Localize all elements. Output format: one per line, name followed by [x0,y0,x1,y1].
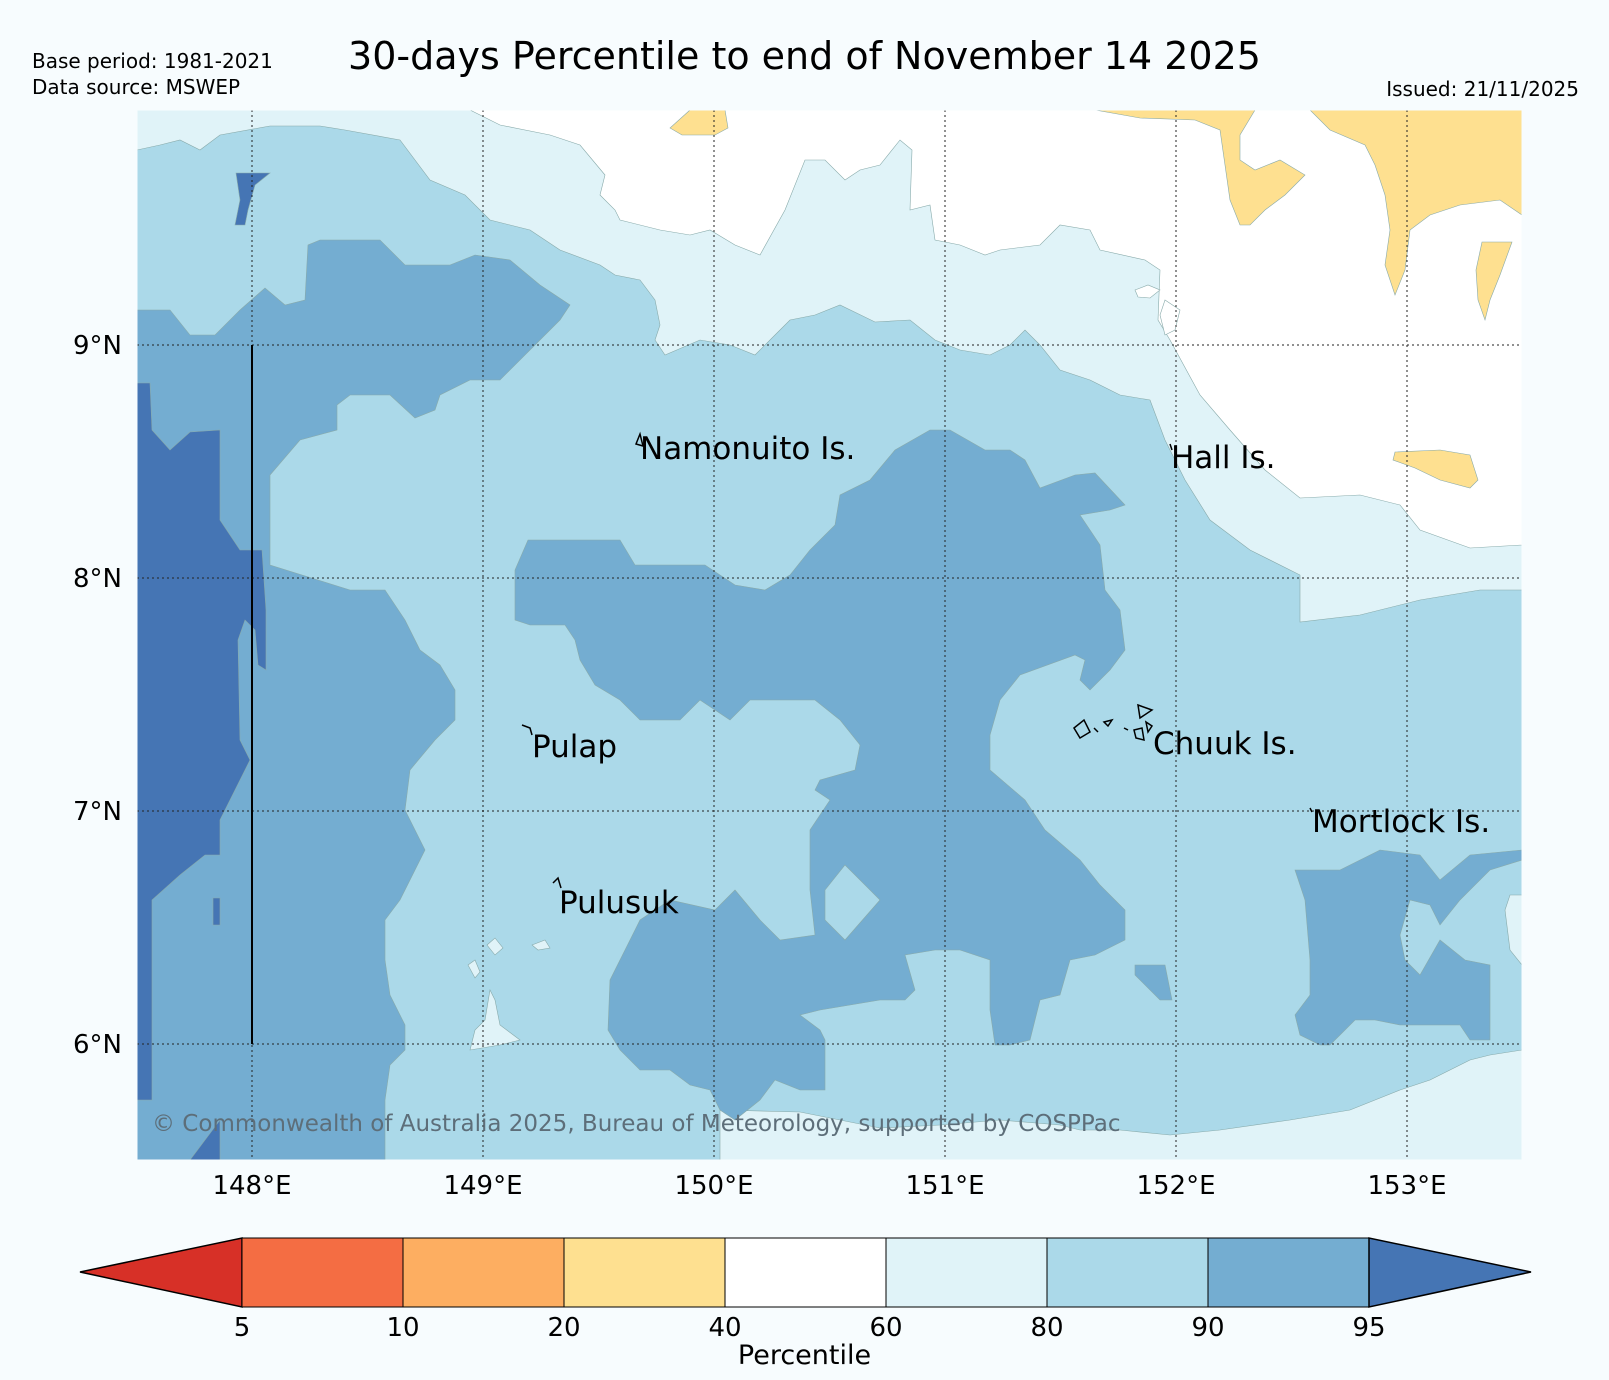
colorbar-segment-40-60 [724,1237,887,1308]
region-above-95 [234,172,271,226]
colorbar-tick: 80 [1030,1313,1063,1343]
label-pulusuk: Pulusuk [559,885,679,921]
colorbar-segment-20-40 [563,1237,726,1308]
colorbar-tick: 60 [869,1313,902,1343]
label-hall: Hall Is. [1171,440,1276,476]
region-40-60-small [1134,284,1161,299]
island-mortlock [1309,807,1313,813]
lon-label: 151°E [905,1171,984,1201]
map-frame [136,109,1523,1161]
region-90-95 [1134,964,1173,1001]
island-pulusuk [552,876,562,889]
region-90-95 [1294,849,1522,1046]
lon-label: 153°E [1367,1171,1446,1201]
region-60-80 [1504,894,1522,966]
colorbar: 5 10 20 40 60 80 90 95 [79,1237,1532,1343]
lon-label: 150°E [674,1171,753,1201]
colorbar-tick: 90 [1191,1313,1224,1343]
region-60-80 [719,1049,1522,1160]
lon-label: 152°E [1136,1171,1215,1201]
label-namonuito: Namonuito Is. [640,431,855,467]
region-20-40 [1094,110,1306,226]
region-above-95 [212,897,221,926]
island-namonuito [634,431,645,448]
copyright-notice: © Commonwealth of Australia 2025, Bureau… [152,1111,1121,1137]
colorbar-tick: 95 [1352,1313,1385,1343]
colorbar-tick: 40 [708,1313,741,1343]
island-chuuk-3 [1137,703,1154,720]
region-90-95 [137,239,571,1160]
island-hall [1169,443,1173,451]
region-80-90-inner [824,864,881,941]
lat-label: 8°N [73,564,122,594]
base-period-text: Base period: 1981-2021 [32,49,273,73]
island-chuuk-4 [1133,727,1145,742]
colorbar-segment-10-20 [402,1237,565,1308]
lon-label: 148°E [212,1171,291,1201]
region-20-40 [1392,449,1479,489]
label-pulap: Pulap [532,729,617,765]
page-title: 30-days Percentile to end of November 14… [348,34,1261,78]
island-chuuk-2 [1102,718,1114,728]
region-above-95 [137,382,267,1101]
colorbar-segment-90-95 [1207,1237,1370,1308]
region-40-60 [469,110,1522,549]
island-chuuk-7 [1123,727,1129,731]
region-20-40 [1475,241,1513,322]
map-metadata: Base period: 1981-2021 Data source: MSWE… [32,48,273,100]
island-chuuk-1 [1073,718,1091,740]
lat-label: 7°N [73,797,122,827]
colorbar-segment-80-90 [1046,1237,1209,1308]
region-40-60-small [1159,299,1181,336]
colorbar-tick: 10 [386,1313,419,1343]
island-chuuk-5 [1144,720,1154,734]
colorbar-extend-high [1368,1237,1532,1308]
lat-label: 9°N [73,331,122,361]
label-mortlock: Mortlock Is. [1312,804,1490,840]
region-60-80 [486,937,504,956]
region-above-95 [189,1119,221,1160]
island-chuuk-6 [1093,727,1099,733]
issued-date: Issued: 21/11/2025 [1386,77,1579,101]
map-fill-layer [137,110,1522,1160]
label-chuuk: Chuuk Is. [1153,726,1297,762]
data-source-text: Data source: MSWEP [32,75,241,99]
colorbar-extend-low [79,1237,243,1308]
region-90-95 [514,429,1126,1121]
islands [521,431,1313,889]
island-pulap [521,724,533,736]
lat-label: 6°N [73,1030,122,1060]
region-60-80 [531,939,551,951]
lon-label: 149°E [443,1171,522,1201]
colorbar-tick: 20 [547,1313,580,1343]
colorbar-segment-5-10 [241,1237,404,1308]
colorbar-segment-60-80 [885,1237,1048,1308]
region-20-40 [1309,110,1522,296]
region-60-80 [467,959,481,979]
colorbar-title: Percentile [737,1340,872,1371]
colorbar-tick: 5 [234,1313,251,1343]
